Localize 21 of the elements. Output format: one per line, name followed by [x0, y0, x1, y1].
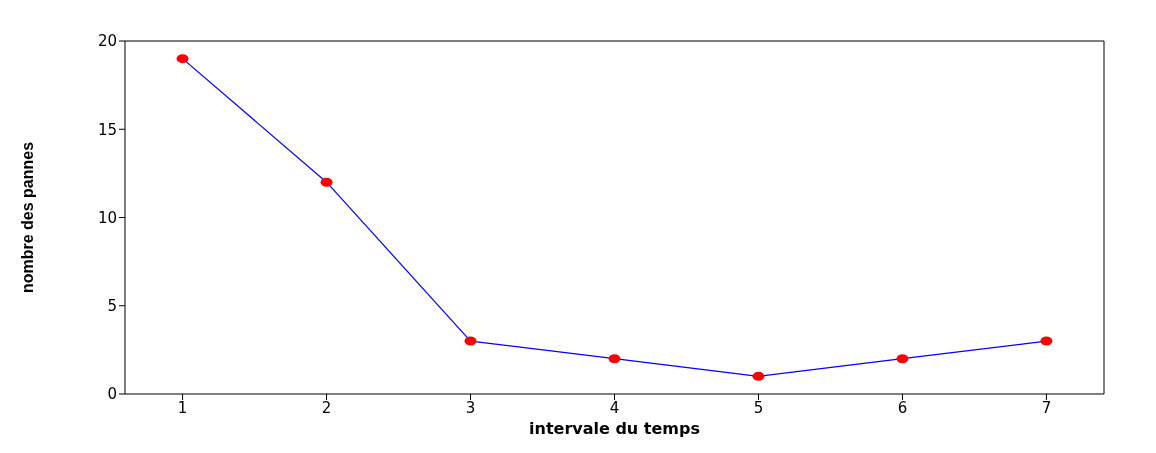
point [464, 336, 477, 346]
y-tick-label: 0 [107, 385, 117, 404]
point [176, 54, 189, 64]
point [320, 177, 333, 187]
point [752, 371, 765, 381]
x-tick-label: 1 [177, 398, 188, 417]
y-tick-label: 10 [97, 208, 117, 227]
x-axis-title: intervale du temps [529, 419, 700, 438]
y-tick-label: 20 [97, 32, 117, 51]
x-tick-label: 2 [321, 398, 332, 417]
point [896, 354, 909, 364]
x-tick-label: 6 [897, 398, 908, 417]
y-tick-label: 5 [107, 297, 117, 316]
point [1040, 336, 1053, 346]
x-tick-label: 5 [753, 398, 764, 417]
y-axis-title: nombre des pannes [19, 141, 36, 294]
x-tick-label: 4 [609, 398, 620, 417]
x-tick-label: 7 [1041, 398, 1052, 417]
point [608, 354, 621, 364]
y-tick-label: 15 [97, 120, 117, 139]
x-tick-label: 3 [465, 398, 476, 417]
